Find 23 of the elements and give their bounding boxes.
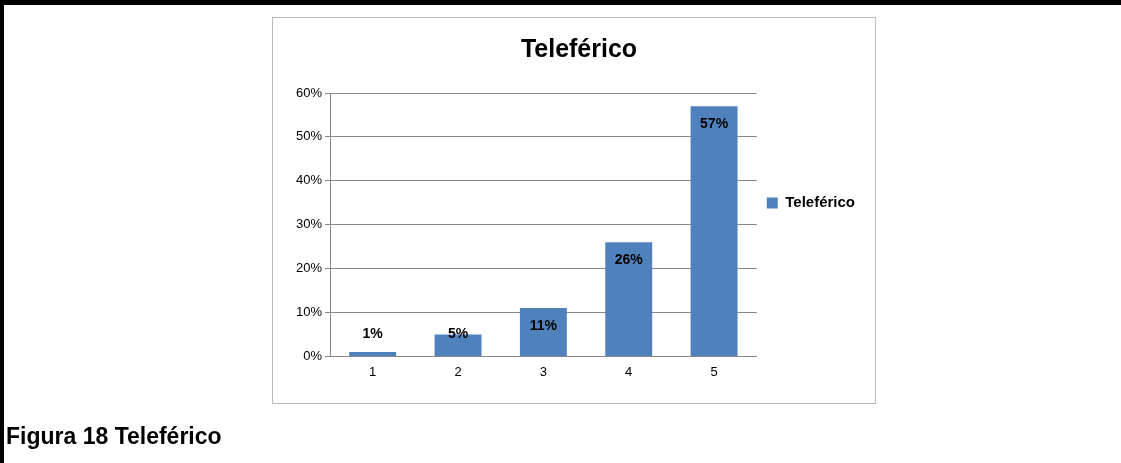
legend-label: Teleférico: [785, 193, 855, 211]
y-tick-label: 30%: [295, 216, 323, 232]
chart-title: Teleférico: [520, 33, 638, 62]
x-tick-label: 2: [454, 363, 462, 379]
bar: [519, 308, 567, 356]
text: Figura 18 Teleférico: [6, 423, 222, 450]
y-tick-label: 0%: [303, 347, 323, 363]
bar: [349, 352, 397, 356]
y-tick-label: 40%: [295, 172, 323, 188]
y-tick-label: 10%: [295, 304, 323, 320]
x-tick-label: 5: [710, 363, 718, 379]
bar: [605, 242, 653, 356]
data-label: 57%: [700, 115, 729, 132]
x-tick-label: 3: [539, 363, 547, 379]
y-tick-label: 60%: [295, 84, 323, 100]
y-tick-label: 50%: [295, 128, 323, 144]
y-tick-label: 20%: [295, 260, 323, 276]
x-tick-label: 4: [625, 363, 633, 379]
data-label: 11%: [529, 316, 558, 333]
bar: [690, 106, 738, 356]
data-label: 1%: [362, 325, 384, 342]
data-label: 26%: [614, 251, 644, 268]
x-tick-label: 1: [369, 363, 377, 379]
